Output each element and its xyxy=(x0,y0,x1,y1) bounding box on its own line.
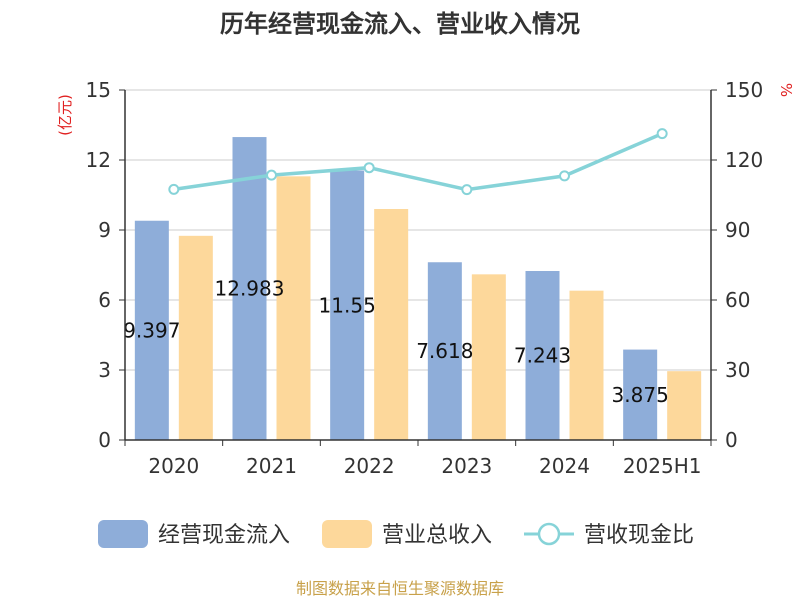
data-label: 9.397 xyxy=(123,318,180,342)
legend: 经营现金流入 营业总收入 营收现金比 xyxy=(98,520,694,548)
y-left-tick-label: 6 xyxy=(98,288,111,312)
ratio-line-point xyxy=(559,170,570,182)
data-labels: 9.397 12.983 11.55 7.618 7.243 3.875 xyxy=(123,277,669,407)
ratio-line-point xyxy=(266,169,277,181)
bar-cash-inflow xyxy=(134,220,169,440)
legend-swatch-cash-inflow xyxy=(98,520,148,548)
y-left-unit-label: (亿元) xyxy=(56,94,74,136)
y-left-tick-label: 12 xyxy=(86,148,111,172)
data-label: 11.55 xyxy=(319,293,376,317)
y-right-tick-label: 120 xyxy=(725,148,763,172)
legend-swatch-revenue xyxy=(322,520,372,548)
bar-revenue xyxy=(471,274,506,440)
bar-revenue xyxy=(374,209,409,440)
ratio-line xyxy=(168,128,668,196)
x-tick-label: 2020 xyxy=(148,454,199,478)
grid-lines xyxy=(125,89,711,371)
x-tick-label: 2024 xyxy=(539,454,590,478)
y-left-tick-label: 0 xyxy=(98,428,111,452)
x-tick-label: 2025H1 xyxy=(623,454,702,478)
x-tick-label: 2021 xyxy=(246,454,297,478)
data-label: 7.243 xyxy=(514,343,571,367)
chart-title: 历年经营现金流入、营业收入情况 xyxy=(220,10,580,38)
source-note: 制图数据来自恒生聚源数据库 xyxy=(296,579,504,598)
data-label: 7.618 xyxy=(416,339,473,363)
ratio-line-point xyxy=(363,162,375,174)
legend-label: 营业总收入 xyxy=(382,523,492,548)
bar-cash-inflow xyxy=(623,349,658,440)
legend-label: 经营现金流入 xyxy=(158,523,290,548)
data-label: 3.875 xyxy=(612,383,669,407)
bar-cash-inflow xyxy=(525,270,560,440)
bar-cash-inflow xyxy=(427,262,462,440)
data-label: 12.983 xyxy=(215,277,285,301)
y-right-tick-label: 150 xyxy=(725,78,763,102)
legend-label: 营收现金比 xyxy=(584,523,694,548)
y-left-tick-label: 9 xyxy=(98,218,111,242)
bar-cash-inflow xyxy=(232,137,267,440)
bars xyxy=(134,137,702,441)
bar-revenue xyxy=(178,235,213,440)
ratio-line-point xyxy=(656,128,668,140)
bar-revenue xyxy=(276,176,311,441)
x-tick-label: 2022 xyxy=(344,454,395,478)
y-right-tick-label: 30 xyxy=(725,358,750,382)
ratio-line-point xyxy=(461,184,473,196)
y-left-tick-label: 15 xyxy=(86,78,111,102)
y-left-tick-label: 3 xyxy=(98,358,111,382)
y-right-tick-label: 60 xyxy=(725,288,750,312)
bar-revenue xyxy=(569,290,604,440)
ratio-line-path xyxy=(173,132,663,192)
y-right-unit-label: % xyxy=(777,83,795,97)
x-tick-label: 2023 xyxy=(441,454,492,478)
bar-revenue xyxy=(667,371,702,440)
y-right-tick-label: 0 xyxy=(725,428,738,452)
bar-cash-inflow xyxy=(330,170,365,440)
legend-swatch-ratio-marker xyxy=(537,522,561,546)
ratio-line-point xyxy=(168,183,180,195)
y-right-tick-label: 90 xyxy=(725,218,750,242)
